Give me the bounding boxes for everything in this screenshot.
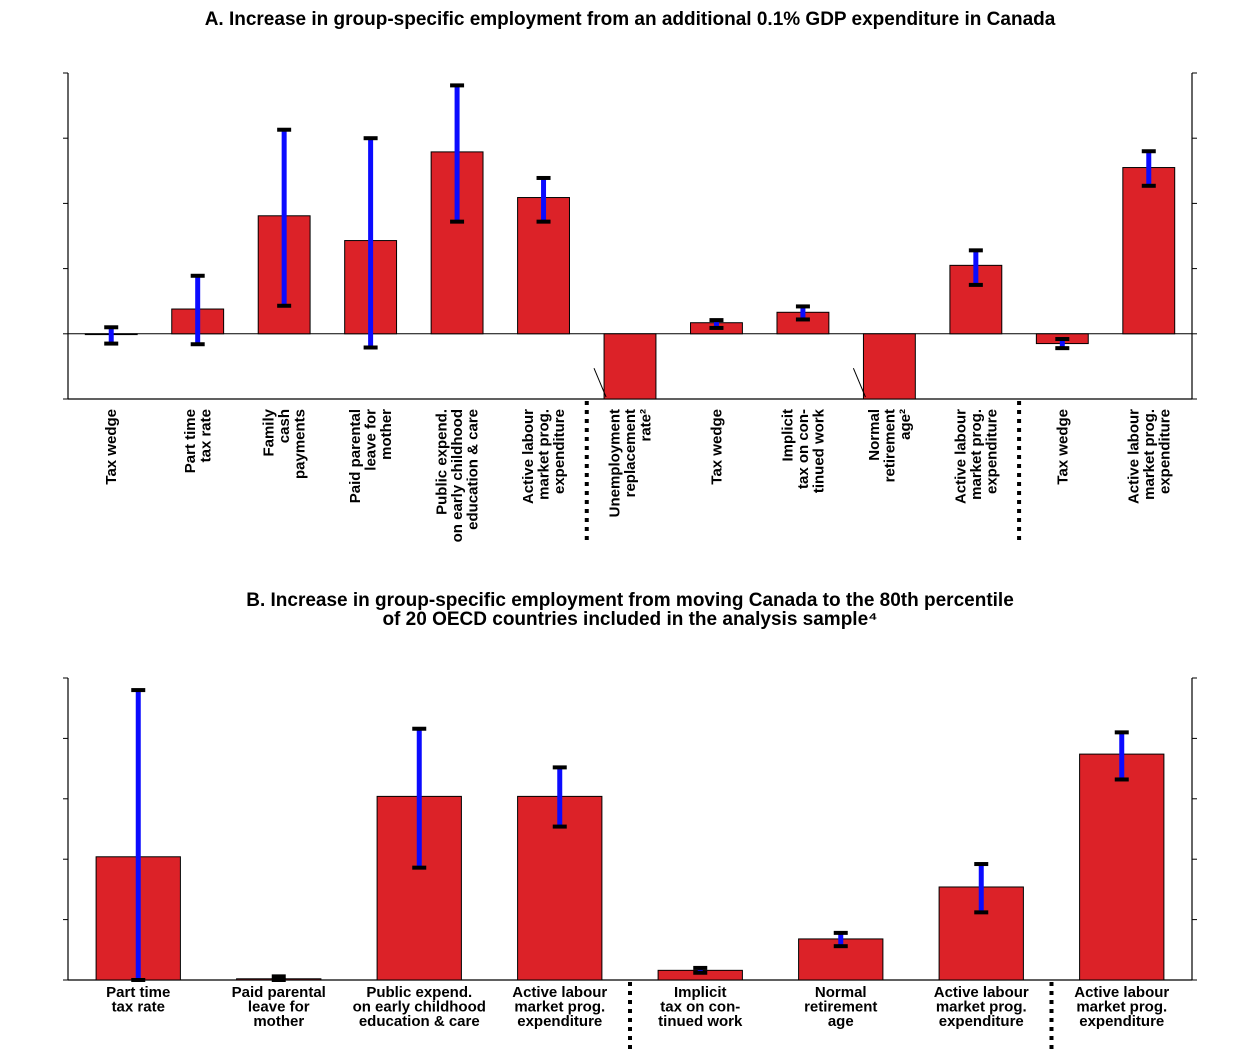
category-label: Normalretirementage² [866,409,914,482]
chart-title: B. Increase in group-specific employment… [246,590,1014,630]
category-label: Normal retirement age [804,984,877,1030]
category-label: Unemploymentreplacementrate² [607,409,655,517]
category-label: Tax wedge [708,409,725,485]
category-label: Active labourmarket prog.expenditure [952,409,1000,504]
category-label: Active labourmarket prog.expenditure [1125,409,1173,504]
category-label: Tax wedge [103,409,120,485]
category-label: Familycashpayments [261,408,309,479]
category-label: Paid parentalleave formother [347,409,395,503]
panel-b-chart: B. Increase in group-specific employment… [63,590,1197,1052]
category-label: Tax wedge [1054,409,1071,485]
bar [604,334,656,399]
chart-title: A. Increase in group-specific employment… [205,9,1056,30]
bar [1080,754,1164,980]
bar [863,334,915,399]
category-label: Implicittax on con-tinued work [779,408,827,493]
panel-a-chart: A. Increase in group-specific employment… [63,9,1197,545]
category-label: Part timetax rate [182,409,215,473]
bar [1123,168,1175,334]
category-label: Active labourmarket prog.expenditure [520,409,568,504]
category-label: Public expend.on early childhoodeducatio… [434,409,482,542]
